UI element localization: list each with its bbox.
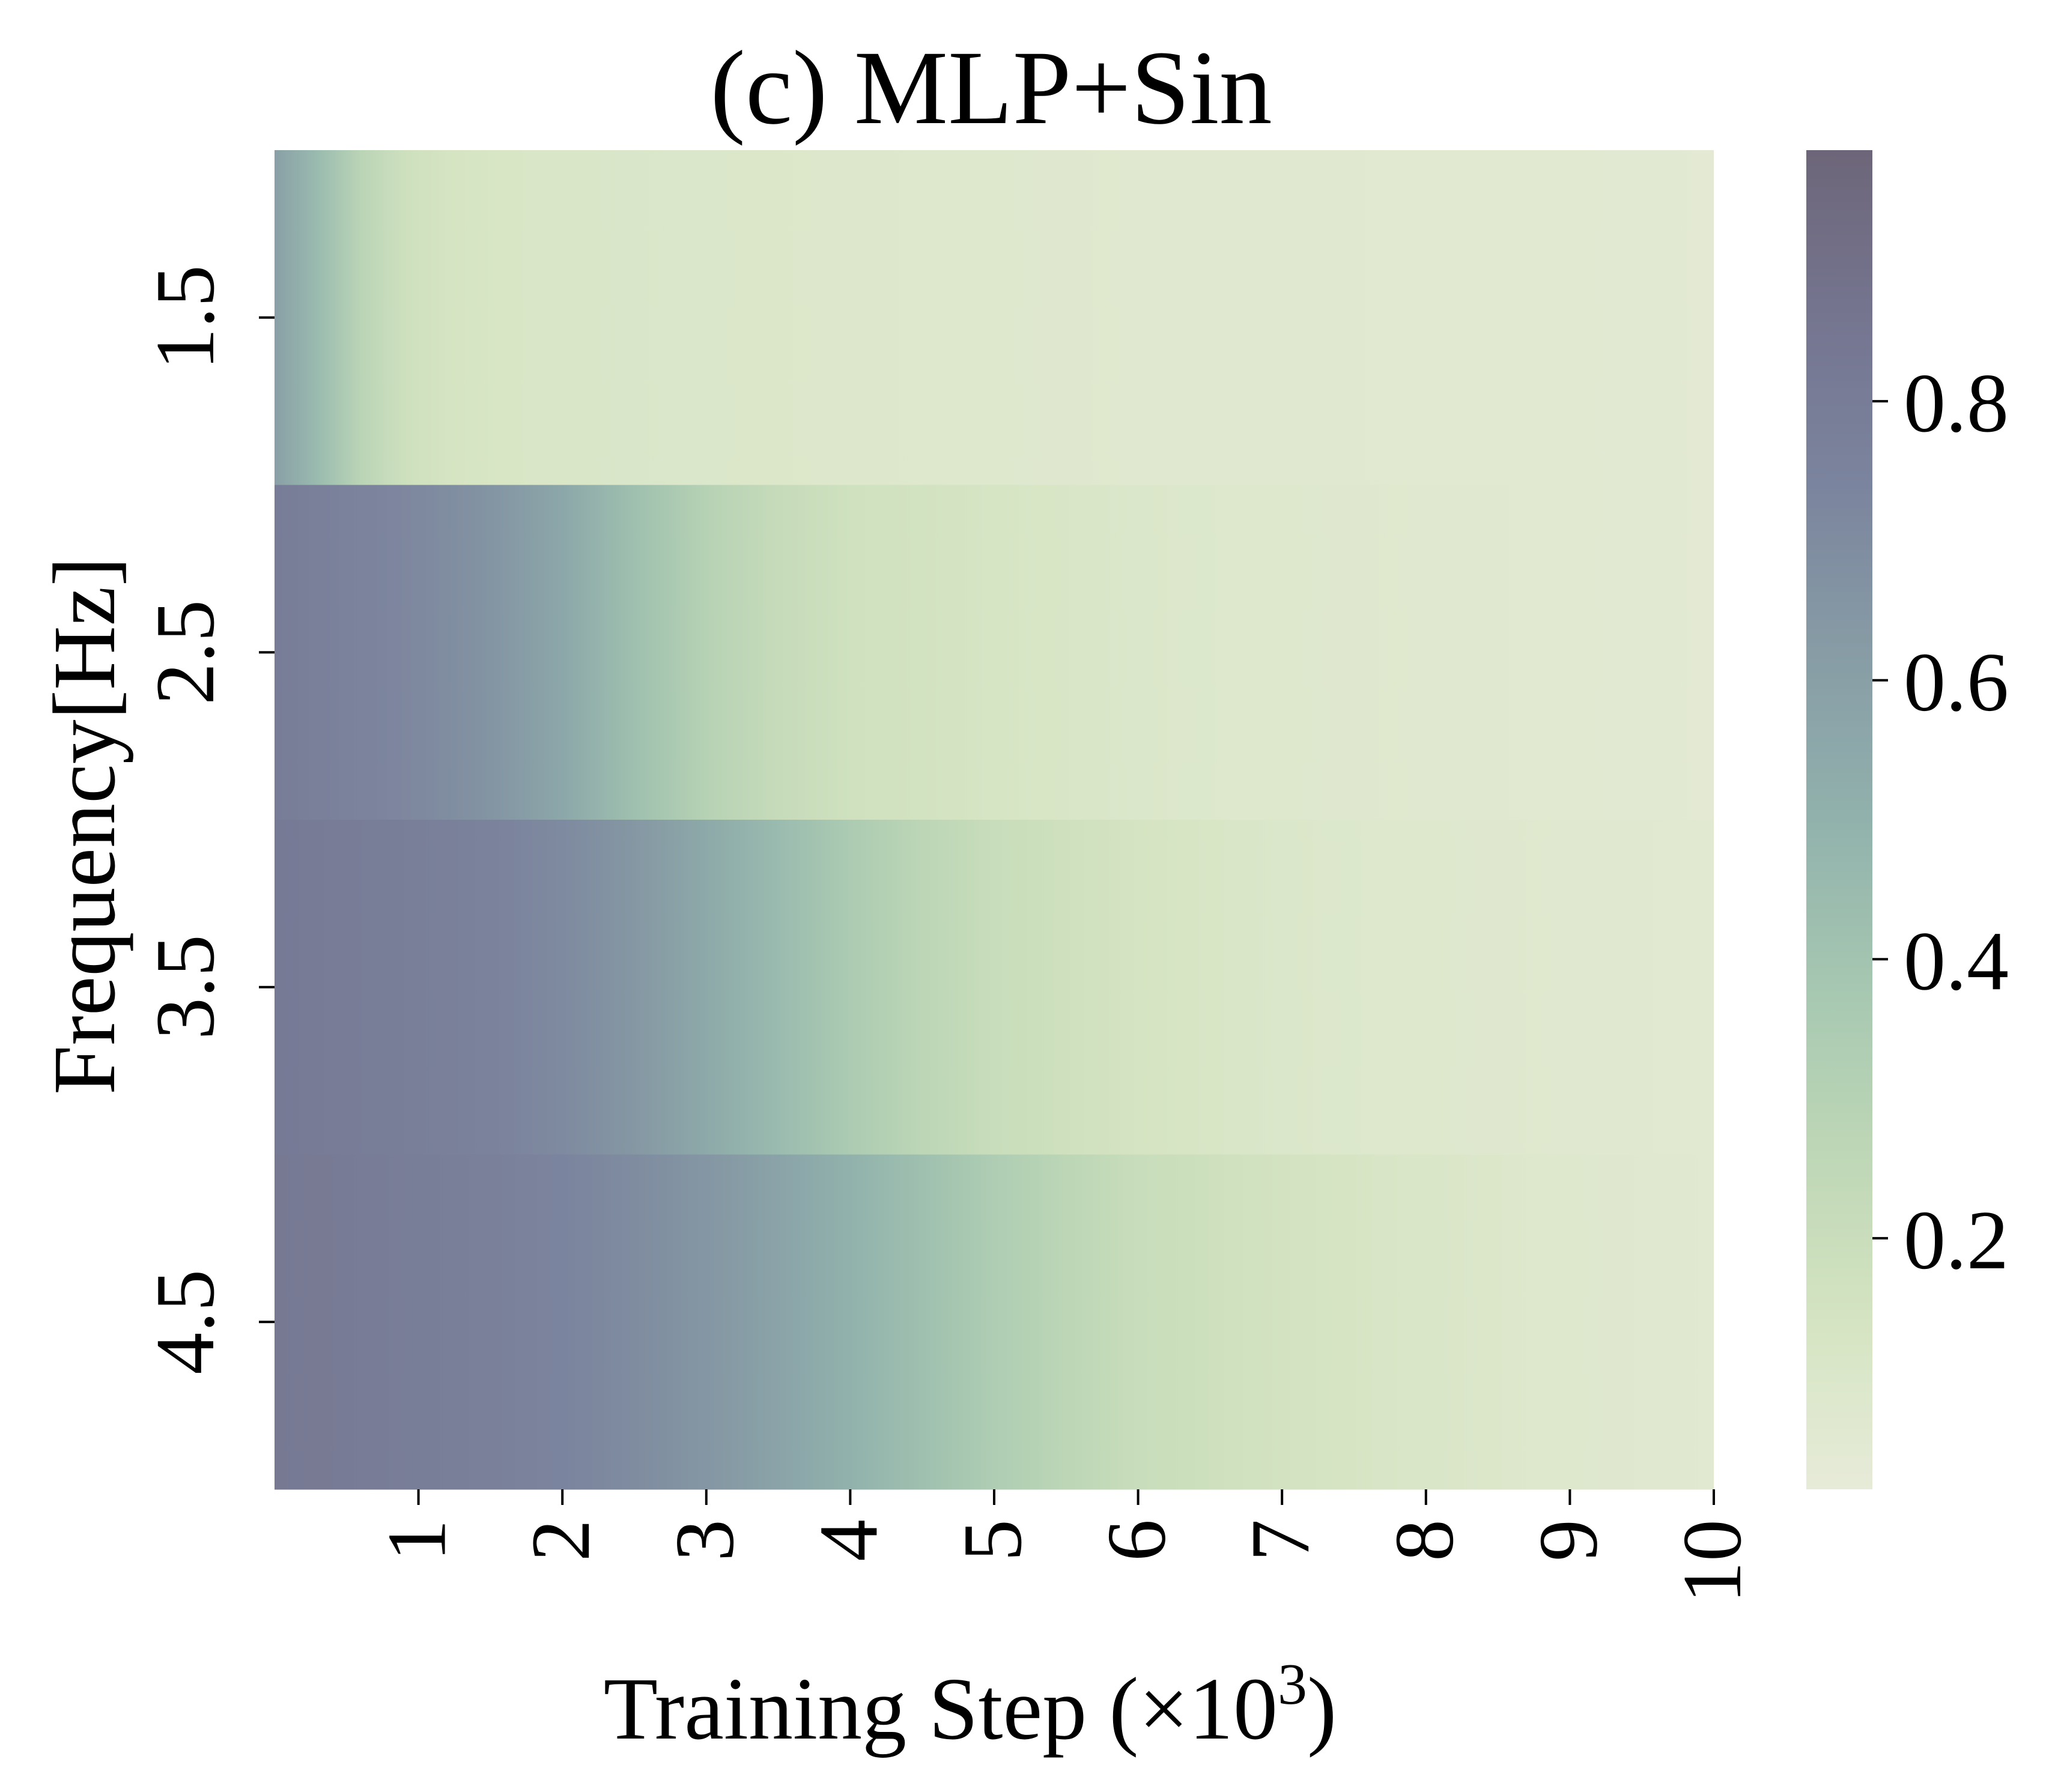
- y-axis-label: Frequency[Hz]: [35, 557, 134, 1095]
- x-axis-label-main: Training Step (×10: [604, 1660, 1278, 1758]
- colorbar-tick-label: 0.4: [1904, 915, 2009, 1008]
- x-axis-label-close: ): [1307, 1660, 1337, 1758]
- colorbar-tick-label: 0.6: [1904, 636, 2009, 729]
- x-axis: 1 2 3 4 5 6 7 8 9 10: [371, 1489, 1759, 1603]
- x-axis-label-exponent: 3: [1278, 1652, 1307, 1717]
- colorbar-gradient: [1806, 150, 1872, 1489]
- x-tick-label: 7: [1234, 1519, 1327, 1561]
- colorbar-tick-label: 0.8: [1904, 357, 2009, 450]
- x-tick-label: 8: [1378, 1519, 1471, 1561]
- chart-title: (c) MLP+Sin: [710, 29, 1272, 147]
- x-tick-label: 4: [802, 1519, 895, 1561]
- y-axis: 1.5 2.5 3.5 4.5: [139, 265, 275, 1375]
- x-tick-label: 9: [1522, 1519, 1615, 1561]
- heatmap-row-4.5: [275, 1154, 1714, 1490]
- colorbar: 0.2 0.4 0.6 0.8: [1806, 150, 2009, 1489]
- heatmap-row-2.5: [275, 485, 1714, 820]
- x-tick-label: 1: [371, 1519, 464, 1561]
- y-tick-label: 4.5: [139, 1270, 232, 1375]
- x-axis-label: Training Step (×103): [604, 1652, 1337, 1758]
- y-tick-label: 1.5: [139, 265, 232, 370]
- heatmap-plot-area: [275, 150, 1714, 1490]
- y-tick-label: 2.5: [139, 600, 232, 705]
- heatmap-row-3.5: [275, 820, 1714, 1155]
- heatmap-row-1.5: [275, 150, 1714, 485]
- x-tick-label: 10: [1666, 1519, 1759, 1603]
- x-tick-label: 3: [658, 1519, 751, 1561]
- colorbar-tick-label: 0.2: [1904, 1194, 2009, 1287]
- x-tick-label: 6: [1090, 1519, 1183, 1561]
- y-tick-label: 3.5: [139, 934, 232, 1040]
- x-tick-label: 5: [946, 1519, 1039, 1561]
- x-tick-label: 2: [514, 1519, 607, 1561]
